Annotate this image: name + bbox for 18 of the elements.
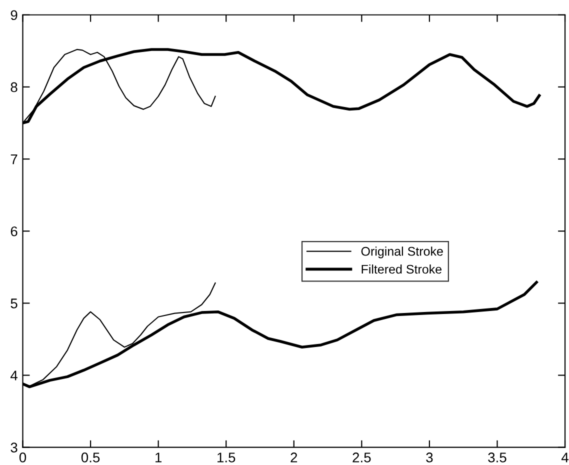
y-tick-label: 7 (10, 154, 18, 164)
y-tick-label: 3 (10, 442, 18, 452)
legend-label: Filtered Stroke (362, 264, 442, 274)
y-tick-label: 8 (10, 82, 18, 92)
legend-label: Original Stroke (361, 246, 443, 258)
x-tick-label: 3.5 (488, 452, 506, 462)
x-tick-label: 4 (561, 452, 568, 462)
x-tick-label: 2 (290, 452, 298, 462)
y-tick-label: 4 (10, 370, 18, 380)
x-tick-label: 0.5 (81, 452, 100, 462)
y-tick-label: 5 (10, 298, 18, 308)
x-tick-label: 3 (426, 452, 433, 462)
x-tick-label: 0 (19, 452, 26, 462)
x-tick-label: 1.5 (218, 452, 236, 462)
x-tick-label: 1 (156, 452, 162, 462)
x-tick-label: 2.5 (352, 452, 371, 462)
y-tick-label: 9 (10, 10, 18, 20)
y-tick-label: 6 (10, 226, 18, 236)
